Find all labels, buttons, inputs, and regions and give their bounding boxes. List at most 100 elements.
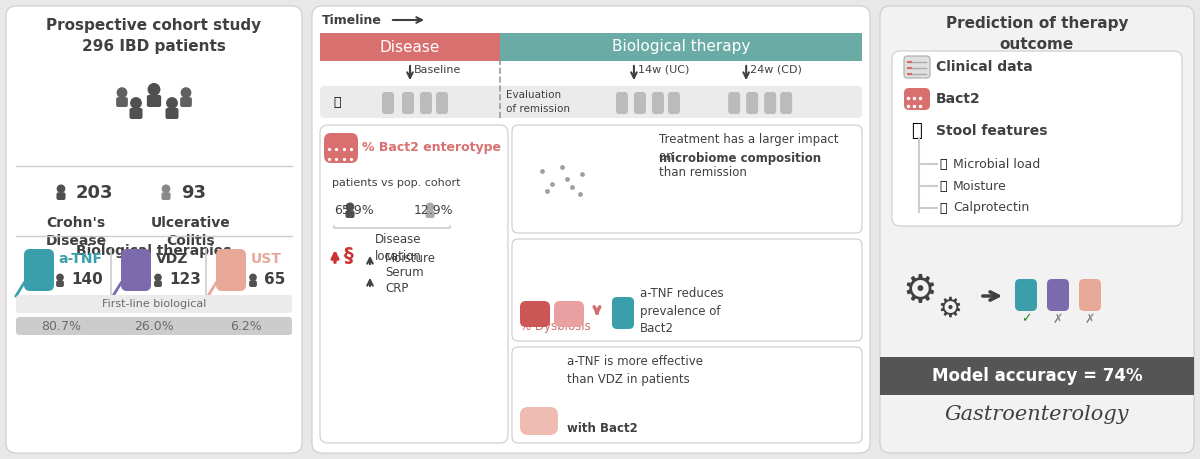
FancyBboxPatch shape bbox=[6, 6, 302, 453]
Text: % Dysbiosis: % Dysbiosis bbox=[520, 320, 590, 333]
FancyBboxPatch shape bbox=[520, 407, 558, 435]
Text: Prospective cohort study
296 IBD patients: Prospective cohort study 296 IBD patient… bbox=[47, 18, 262, 54]
Text: Treatment has a larger impact
on: Treatment has a larger impact on bbox=[659, 133, 839, 163]
FancyBboxPatch shape bbox=[436, 92, 448, 114]
FancyBboxPatch shape bbox=[312, 6, 870, 453]
Text: 203: 203 bbox=[76, 184, 114, 202]
FancyBboxPatch shape bbox=[154, 280, 162, 287]
Text: §: § bbox=[344, 246, 354, 264]
Circle shape bbox=[426, 203, 433, 210]
FancyBboxPatch shape bbox=[250, 280, 257, 287]
Circle shape bbox=[162, 185, 169, 192]
Text: Prediction of therapy
outcome: Prediction of therapy outcome bbox=[946, 16, 1128, 52]
Circle shape bbox=[118, 88, 127, 97]
FancyBboxPatch shape bbox=[512, 125, 862, 233]
Text: 80.7%: 80.7% bbox=[41, 319, 82, 332]
FancyBboxPatch shape bbox=[16, 317, 292, 335]
Text: 123: 123 bbox=[169, 272, 200, 286]
FancyBboxPatch shape bbox=[146, 95, 161, 107]
FancyBboxPatch shape bbox=[904, 56, 930, 78]
Text: Bact2: Bact2 bbox=[936, 92, 980, 106]
FancyBboxPatch shape bbox=[121, 249, 151, 291]
Text: 140: 140 bbox=[71, 272, 103, 286]
FancyBboxPatch shape bbox=[500, 33, 862, 61]
FancyBboxPatch shape bbox=[1046, 279, 1069, 311]
Text: a-TNF: a-TNF bbox=[58, 252, 102, 266]
Circle shape bbox=[167, 98, 178, 108]
Text: 24w (CD): 24w (CD) bbox=[750, 65, 802, 75]
Text: 65: 65 bbox=[264, 272, 286, 286]
Text: ✗: ✗ bbox=[1085, 313, 1096, 325]
FancyBboxPatch shape bbox=[16, 295, 292, 313]
FancyBboxPatch shape bbox=[382, 92, 394, 114]
Text: Clinical data: Clinical data bbox=[936, 60, 1033, 74]
Text: 🔥: 🔥 bbox=[940, 202, 947, 214]
FancyBboxPatch shape bbox=[166, 108, 179, 119]
Text: with Bact2: with Bact2 bbox=[568, 422, 637, 435]
FancyBboxPatch shape bbox=[904, 88, 930, 110]
Circle shape bbox=[250, 274, 256, 280]
Text: Crohn's
Disease: Crohn's Disease bbox=[46, 216, 107, 248]
Text: 💩: 💩 bbox=[912, 122, 923, 140]
Text: UST: UST bbox=[251, 252, 282, 266]
FancyBboxPatch shape bbox=[216, 249, 246, 291]
Text: Timeline: Timeline bbox=[322, 13, 382, 27]
Text: Calprotectin: Calprotectin bbox=[953, 202, 1030, 214]
FancyBboxPatch shape bbox=[402, 92, 414, 114]
Text: 12.9%: 12.9% bbox=[414, 205, 454, 218]
Text: Model accuracy = 74%: Model accuracy = 74% bbox=[931, 367, 1142, 385]
Text: ✗: ✗ bbox=[1052, 313, 1063, 325]
Text: a-TNF reduces
prevalence of
Bact2: a-TNF reduces prevalence of Bact2 bbox=[640, 287, 724, 335]
Text: Microbial load: Microbial load bbox=[953, 157, 1040, 170]
FancyBboxPatch shape bbox=[1015, 279, 1037, 311]
FancyBboxPatch shape bbox=[746, 92, 758, 114]
FancyBboxPatch shape bbox=[180, 97, 192, 107]
FancyBboxPatch shape bbox=[880, 6, 1194, 453]
FancyBboxPatch shape bbox=[56, 192, 66, 200]
Text: Moisture: Moisture bbox=[953, 179, 1007, 192]
FancyBboxPatch shape bbox=[346, 210, 354, 218]
Text: Gastroenterology: Gastroenterology bbox=[944, 405, 1129, 425]
Text: Disease
location: Disease location bbox=[374, 233, 422, 263]
FancyBboxPatch shape bbox=[116, 97, 128, 107]
Text: microbiome composition: microbiome composition bbox=[659, 152, 821, 165]
Text: 14w (UC): 14w (UC) bbox=[638, 65, 689, 75]
Text: than remission: than remission bbox=[659, 166, 746, 179]
FancyBboxPatch shape bbox=[616, 92, 628, 114]
Text: ⚙: ⚙ bbox=[937, 295, 962, 323]
FancyBboxPatch shape bbox=[892, 51, 1182, 226]
Circle shape bbox=[155, 274, 161, 280]
Text: 🔍: 🔍 bbox=[334, 95, 341, 108]
Circle shape bbox=[131, 98, 142, 108]
FancyBboxPatch shape bbox=[554, 301, 584, 327]
Circle shape bbox=[181, 88, 191, 97]
FancyBboxPatch shape bbox=[652, 92, 664, 114]
FancyBboxPatch shape bbox=[880, 357, 1194, 395]
Text: 💧: 💧 bbox=[940, 179, 947, 192]
Text: 93: 93 bbox=[181, 184, 206, 202]
Circle shape bbox=[58, 185, 65, 192]
Text: 65.9%: 65.9% bbox=[334, 205, 373, 218]
Text: Biological therapy: Biological therapy bbox=[612, 39, 750, 55]
FancyBboxPatch shape bbox=[24, 249, 54, 291]
Text: 26.0%: 26.0% bbox=[134, 319, 174, 332]
Text: Baseline: Baseline bbox=[414, 65, 461, 75]
Text: Evaluation
of remission: Evaluation of remission bbox=[506, 90, 570, 113]
FancyBboxPatch shape bbox=[612, 297, 634, 329]
FancyBboxPatch shape bbox=[320, 33, 500, 61]
FancyBboxPatch shape bbox=[634, 92, 646, 114]
FancyBboxPatch shape bbox=[780, 92, 792, 114]
Text: Stool features: Stool features bbox=[936, 124, 1048, 138]
Text: First-line biological: First-line biological bbox=[102, 299, 206, 309]
Text: VDZ: VDZ bbox=[156, 252, 188, 266]
Circle shape bbox=[347, 203, 354, 210]
Text: 6.2%: 6.2% bbox=[230, 319, 262, 332]
Text: Moisture: Moisture bbox=[385, 252, 436, 265]
FancyBboxPatch shape bbox=[162, 192, 170, 200]
FancyBboxPatch shape bbox=[420, 92, 432, 114]
FancyBboxPatch shape bbox=[668, 92, 680, 114]
FancyBboxPatch shape bbox=[520, 301, 550, 327]
Text: ⚙: ⚙ bbox=[902, 272, 937, 310]
Circle shape bbox=[149, 84, 160, 95]
FancyBboxPatch shape bbox=[320, 125, 508, 443]
